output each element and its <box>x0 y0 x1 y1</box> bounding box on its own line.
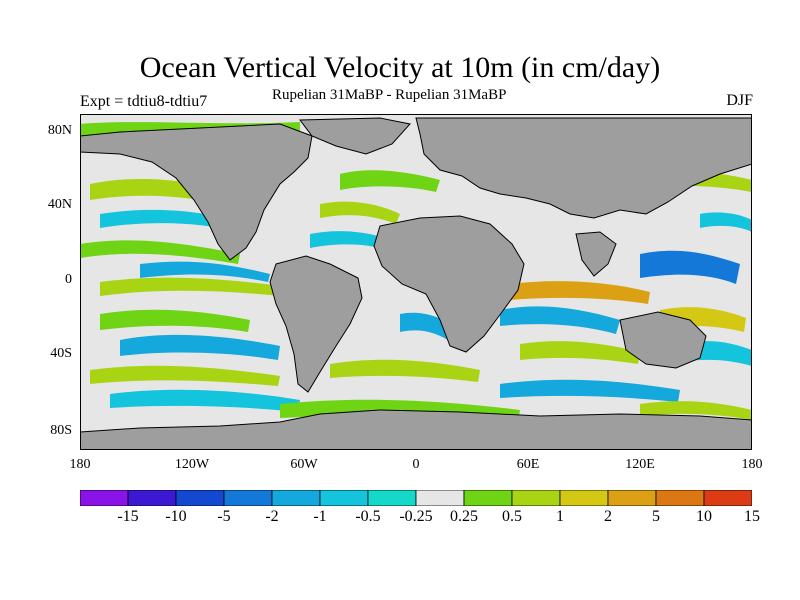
colorbar-swatch <box>271 490 321 506</box>
velocity-patch <box>400 312 452 340</box>
y-tick-80n: 80N <box>47 123 72 138</box>
colorbar-label: -0.5 <box>355 508 381 525</box>
colorbar-swatch <box>415 490 465 506</box>
colorbar-label: 1 <box>556 508 564 525</box>
velocity-patch <box>640 401 752 420</box>
colorbar-label: -1 <box>313 508 327 525</box>
land-eurasia <box>415 117 752 219</box>
colorbar-swatch <box>463 490 513 506</box>
velocity-patch <box>80 240 240 264</box>
x-tick-180w: 180 <box>69 457 91 472</box>
velocity-patch <box>100 277 280 296</box>
x-tick-180e: 180 <box>741 457 763 472</box>
land-india <box>575 231 617 277</box>
colorbar-swatch <box>703 490 752 506</box>
y-tick-0: 0 <box>65 272 72 287</box>
colorbar-label: 5 <box>652 508 660 525</box>
velocity-patch <box>90 365 280 386</box>
x-tick-120e: 120E <box>625 457 655 472</box>
velocity-patch <box>520 341 640 364</box>
velocity-patch <box>320 201 400 224</box>
colorbar-label: -2 <box>265 508 279 525</box>
colorbar-label: 10 <box>696 508 712 525</box>
land-masses <box>80 117 752 450</box>
velocity-patch <box>640 250 740 284</box>
velocity-patch <box>500 379 680 402</box>
x-tick-120w: 120W <box>174 457 210 472</box>
land-africa <box>373 215 525 353</box>
velocity-patch <box>500 306 620 334</box>
y-tick-80s: 80S <box>50 423 72 438</box>
colorbar-swatch <box>80 490 129 506</box>
colorbar-swatch <box>655 490 705 506</box>
colorbar-label: 15 <box>744 508 760 525</box>
world-map <box>80 114 752 450</box>
land-north-america <box>80 123 313 261</box>
x-tick-0: 0 <box>412 457 420 472</box>
velocity-patch <box>110 389 300 412</box>
colorbar-swatch <box>175 490 225 506</box>
y-tick-40s: 40S <box>50 346 72 361</box>
land-antarctica <box>80 409 752 450</box>
colorbar-label: -5 <box>217 508 231 525</box>
velocity-patch <box>100 309 250 332</box>
velocity-patch <box>510 281 650 304</box>
colorbar-swatch <box>319 490 369 506</box>
colorbar-label: 0.25 <box>450 508 478 525</box>
colorbar-label: -15 <box>117 508 139 525</box>
map-title: Ocean Vertical Velocity at 10m (in cm/da… <box>139 51 661 84</box>
velocity-patch <box>340 170 440 192</box>
land-greenland <box>299 117 411 155</box>
colorbar-swatch <box>559 490 609 506</box>
velocity-patch <box>700 212 752 232</box>
colorbar-label: 2 <box>604 508 612 525</box>
colorbar-label: -10 <box>165 508 187 525</box>
land-south-america <box>269 255 363 393</box>
experiment-label: Expt = tdtiu8-tdtiu7 <box>80 93 208 110</box>
velocity-patch <box>140 261 270 282</box>
colorbar-label: 0.5 <box>502 508 522 525</box>
colorbar-swatch <box>607 490 657 506</box>
map-frame <box>80 114 752 450</box>
velocity-patch <box>120 334 280 360</box>
y-tick-40n: 40N <box>47 197 72 212</box>
colorbar-swatch <box>511 490 561 506</box>
colorbar <box>80 490 752 506</box>
subtitle: Rupelian 31MaBP - Rupelian 31MaBP <box>272 87 507 103</box>
season-label: DJF <box>726 92 753 109</box>
colorbar-swatch <box>127 490 177 506</box>
x-tick-60e: 60E <box>516 457 540 472</box>
land-australia <box>619 311 707 369</box>
colorbar-swatch <box>223 490 273 506</box>
velocity-patch <box>310 231 390 250</box>
colorbar-swatch <box>367 490 417 506</box>
colorbar-label: -0.25 <box>399 508 433 525</box>
x-tick-60w: 60W <box>290 457 318 472</box>
velocity-patch <box>330 359 480 382</box>
